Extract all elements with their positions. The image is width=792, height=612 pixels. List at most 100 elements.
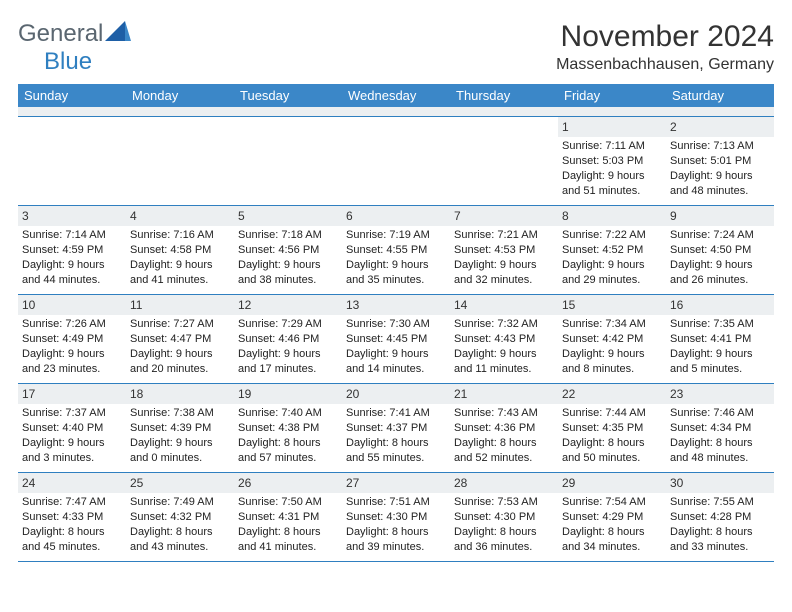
sunset-text: Sunset: 4:31 PM xyxy=(238,510,338,525)
day-cell: 24Sunrise: 7:47 AMSunset: 4:33 PMDayligh… xyxy=(18,473,126,561)
daylight-text-2: and 39 minutes. xyxy=(346,540,446,555)
day-number: 8 xyxy=(558,206,666,226)
sunrise-text: Sunrise: 7:54 AM xyxy=(562,495,662,510)
daylight-text-1: Daylight: 9 hours xyxy=(238,258,338,273)
daylight-text-1: Daylight: 8 hours xyxy=(562,525,662,540)
daylight-text-1: Daylight: 9 hours xyxy=(22,436,122,451)
daylight-text-1: Daylight: 9 hours xyxy=(562,347,662,362)
sunset-text: Sunset: 4:28 PM xyxy=(670,510,770,525)
day-body: Sunrise: 7:21 AMSunset: 4:53 PMDaylight:… xyxy=(450,226,558,293)
day-cell: 8Sunrise: 7:22 AMSunset: 4:52 PMDaylight… xyxy=(558,206,666,294)
day-number: 2 xyxy=(666,117,774,137)
day-cell: 15Sunrise: 7:34 AMSunset: 4:42 PMDayligh… xyxy=(558,295,666,383)
day-cell: 20Sunrise: 7:41 AMSunset: 4:37 PMDayligh… xyxy=(342,384,450,472)
sunrise-text: Sunrise: 7:27 AM xyxy=(130,317,230,332)
day-cell: 3Sunrise: 7:14 AMSunset: 4:59 PMDaylight… xyxy=(18,206,126,294)
day-body: Sunrise: 7:29 AMSunset: 4:46 PMDaylight:… xyxy=(234,315,342,382)
sunset-text: Sunset: 4:58 PM xyxy=(130,243,230,258)
sunset-text: Sunset: 4:41 PM xyxy=(670,332,770,347)
day-body: Sunrise: 7:26 AMSunset: 4:49 PMDaylight:… xyxy=(18,315,126,382)
day-cell: 5Sunrise: 7:18 AMSunset: 4:56 PMDaylight… xyxy=(234,206,342,294)
day-body: Sunrise: 7:44 AMSunset: 4:35 PMDaylight:… xyxy=(558,404,666,471)
day-number: 5 xyxy=(234,206,342,226)
sunset-text: Sunset: 4:45 PM xyxy=(346,332,446,347)
day-cell: 16Sunrise: 7:35 AMSunset: 4:41 PMDayligh… xyxy=(666,295,774,383)
logo-triangle-icon xyxy=(105,20,131,48)
day-body: Sunrise: 7:16 AMSunset: 4:58 PMDaylight:… xyxy=(126,226,234,293)
daylight-text-1: Daylight: 9 hours xyxy=(22,258,122,273)
day-number: 13 xyxy=(342,295,450,315)
sunrise-text: Sunrise: 7:21 AM xyxy=(454,228,554,243)
daylight-text-2: and 48 minutes. xyxy=(670,451,770,466)
day-cell: 1Sunrise: 7:11 AMSunset: 5:03 PMDaylight… xyxy=(558,117,666,205)
day-number: 28 xyxy=(450,473,558,493)
day-cell: 14Sunrise: 7:32 AMSunset: 4:43 PMDayligh… xyxy=(450,295,558,383)
sunrise-text: Sunrise: 7:46 AM xyxy=(670,406,770,421)
day-cell: 6Sunrise: 7:19 AMSunset: 4:55 PMDaylight… xyxy=(342,206,450,294)
daylight-text-2: and 0 minutes. xyxy=(130,451,230,466)
day-number: 9 xyxy=(666,206,774,226)
sunrise-text: Sunrise: 7:30 AM xyxy=(346,317,446,332)
daylight-text-1: Daylight: 8 hours xyxy=(346,436,446,451)
sunrise-text: Sunrise: 7:41 AM xyxy=(346,406,446,421)
weekday-monday: Monday xyxy=(126,84,234,107)
day-cell: 27Sunrise: 7:51 AMSunset: 4:30 PMDayligh… xyxy=(342,473,450,561)
day-body: Sunrise: 7:55 AMSunset: 4:28 PMDaylight:… xyxy=(666,493,774,560)
day-body: Sunrise: 7:22 AMSunset: 4:52 PMDaylight:… xyxy=(558,226,666,293)
sunrise-text: Sunrise: 7:43 AM xyxy=(454,406,554,421)
week-row: 24Sunrise: 7:47 AMSunset: 4:33 PMDayligh… xyxy=(18,473,774,562)
daylight-text-2: and 8 minutes. xyxy=(562,362,662,377)
sunset-text: Sunset: 4:30 PM xyxy=(454,510,554,525)
daylight-text-1: Daylight: 8 hours xyxy=(670,525,770,540)
calendar: Sunday Monday Tuesday Wednesday Thursday… xyxy=(18,84,774,562)
daylight-text-1: Daylight: 9 hours xyxy=(670,347,770,362)
daylight-text-2: and 48 minutes. xyxy=(670,184,770,199)
sunrise-text: Sunrise: 7:38 AM xyxy=(130,406,230,421)
daylight-text-1: Daylight: 9 hours xyxy=(130,436,230,451)
daylight-text-2: and 14 minutes. xyxy=(346,362,446,377)
sunset-text: Sunset: 4:46 PM xyxy=(238,332,338,347)
sunrise-text: Sunrise: 7:55 AM xyxy=(670,495,770,510)
daylight-text-1: Daylight: 8 hours xyxy=(670,436,770,451)
day-number: 24 xyxy=(18,473,126,493)
daylight-text-2: and 45 minutes. xyxy=(22,540,122,555)
day-number: 14 xyxy=(450,295,558,315)
location-label: Massenbachhausen, Germany xyxy=(556,56,774,74)
day-number: 17 xyxy=(18,384,126,404)
daylight-text-1: Daylight: 9 hours xyxy=(130,347,230,362)
daylight-text-2: and 50 minutes. xyxy=(562,451,662,466)
day-body: Sunrise: 7:27 AMSunset: 4:47 PMDaylight:… xyxy=(126,315,234,382)
daylight-text-1: Daylight: 9 hours xyxy=(130,258,230,273)
day-number: 6 xyxy=(342,206,450,226)
weekday-saturday: Saturday xyxy=(666,84,774,107)
day-cell: 9Sunrise: 7:24 AMSunset: 4:50 PMDaylight… xyxy=(666,206,774,294)
day-cell: 12Sunrise: 7:29 AMSunset: 4:46 PMDayligh… xyxy=(234,295,342,383)
week-row: 3Sunrise: 7:14 AMSunset: 4:59 PMDaylight… xyxy=(18,206,774,295)
sunset-text: Sunset: 4:33 PM xyxy=(22,510,122,525)
sunrise-text: Sunrise: 7:51 AM xyxy=(346,495,446,510)
day-number: 18 xyxy=(126,384,234,404)
day-body: Sunrise: 7:41 AMSunset: 4:37 PMDaylight:… xyxy=(342,404,450,471)
day-cell: 30Sunrise: 7:55 AMSunset: 4:28 PMDayligh… xyxy=(666,473,774,561)
day-cell: 18 Sunrise: 7:38 AMSunset: 4:39 PMDayligh… xyxy=(126,384,234,472)
sunset-text: Sunset: 4:53 PM xyxy=(454,243,554,258)
day-body: Sunrise: 7:37 AMSunset: 4:40 PMDaylight:… xyxy=(18,404,126,471)
daylight-text-2: and 32 minutes. xyxy=(454,273,554,288)
sunrise-text: Sunrise: 7:34 AM xyxy=(562,317,662,332)
day-number: 10 xyxy=(18,295,126,315)
daylight-text-2: and 35 minutes. xyxy=(346,273,446,288)
daylight-text-2: and 20 minutes. xyxy=(130,362,230,377)
sunset-text: Sunset: 4:55 PM xyxy=(346,243,446,258)
day-number: 20 xyxy=(342,384,450,404)
sunset-text: Sunset: 4:32 PM xyxy=(130,510,230,525)
day-number: 29 xyxy=(558,473,666,493)
day-number: 27 xyxy=(342,473,450,493)
day-cell: 17Sunrise: 7:37 AMSunset: 4:40 PMDayligh… xyxy=(18,384,126,472)
sunrise-text: Sunrise: 7:19 AM xyxy=(346,228,446,243)
sunrise-text: Sunrise: 7:24 AM xyxy=(670,228,770,243)
weekday-sunday: Sunday xyxy=(18,84,126,107)
sunset-text: Sunset: 4:39 PM xyxy=(130,421,230,436)
day-body: Sunrise: 7:11 AMSunset: 5:03 PMDaylight:… xyxy=(558,137,666,204)
day-number: 19 xyxy=(234,384,342,404)
day-number: 23 xyxy=(666,384,774,404)
